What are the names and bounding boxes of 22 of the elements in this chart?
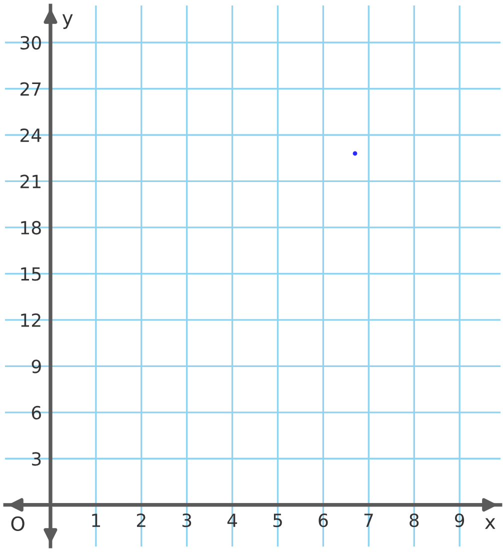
x-tick-label: 6 <box>318 514 328 528</box>
x-tick-label: 2 <box>136 514 146 527</box>
y-tick-label: 24 <box>20 128 42 142</box>
x-tick-label: 3 <box>182 514 192 528</box>
y-axis-title: y <box>62 14 73 29</box>
x-tick-label: 7 <box>364 514 373 527</box>
y-tick-label: 18 <box>21 220 41 235</box>
x-tick-label: 8 <box>410 514 419 528</box>
annotation: O <box>11 516 24 532</box>
y-tick-label: 6 <box>32 406 42 420</box>
y-tick-label: 3 <box>32 452 41 466</box>
x-tick-label: 4 <box>227 514 238 527</box>
x-axis-title: x <box>484 518 496 529</box>
x-tick-label: 1 <box>92 514 100 527</box>
y-tick-label: 9 <box>32 360 41 374</box>
y-tick-label: 30 <box>20 36 41 50</box>
y-tick-label: 12 <box>21 313 40 327</box>
y-tick-label: 21 <box>20 174 40 188</box>
x-tick-label: 9 <box>454 514 464 528</box>
y-tick-label: 27 <box>20 82 41 96</box>
y-tick-label: 15 <box>21 267 41 281</box>
x-tick-label: 5 <box>273 514 282 528</box>
